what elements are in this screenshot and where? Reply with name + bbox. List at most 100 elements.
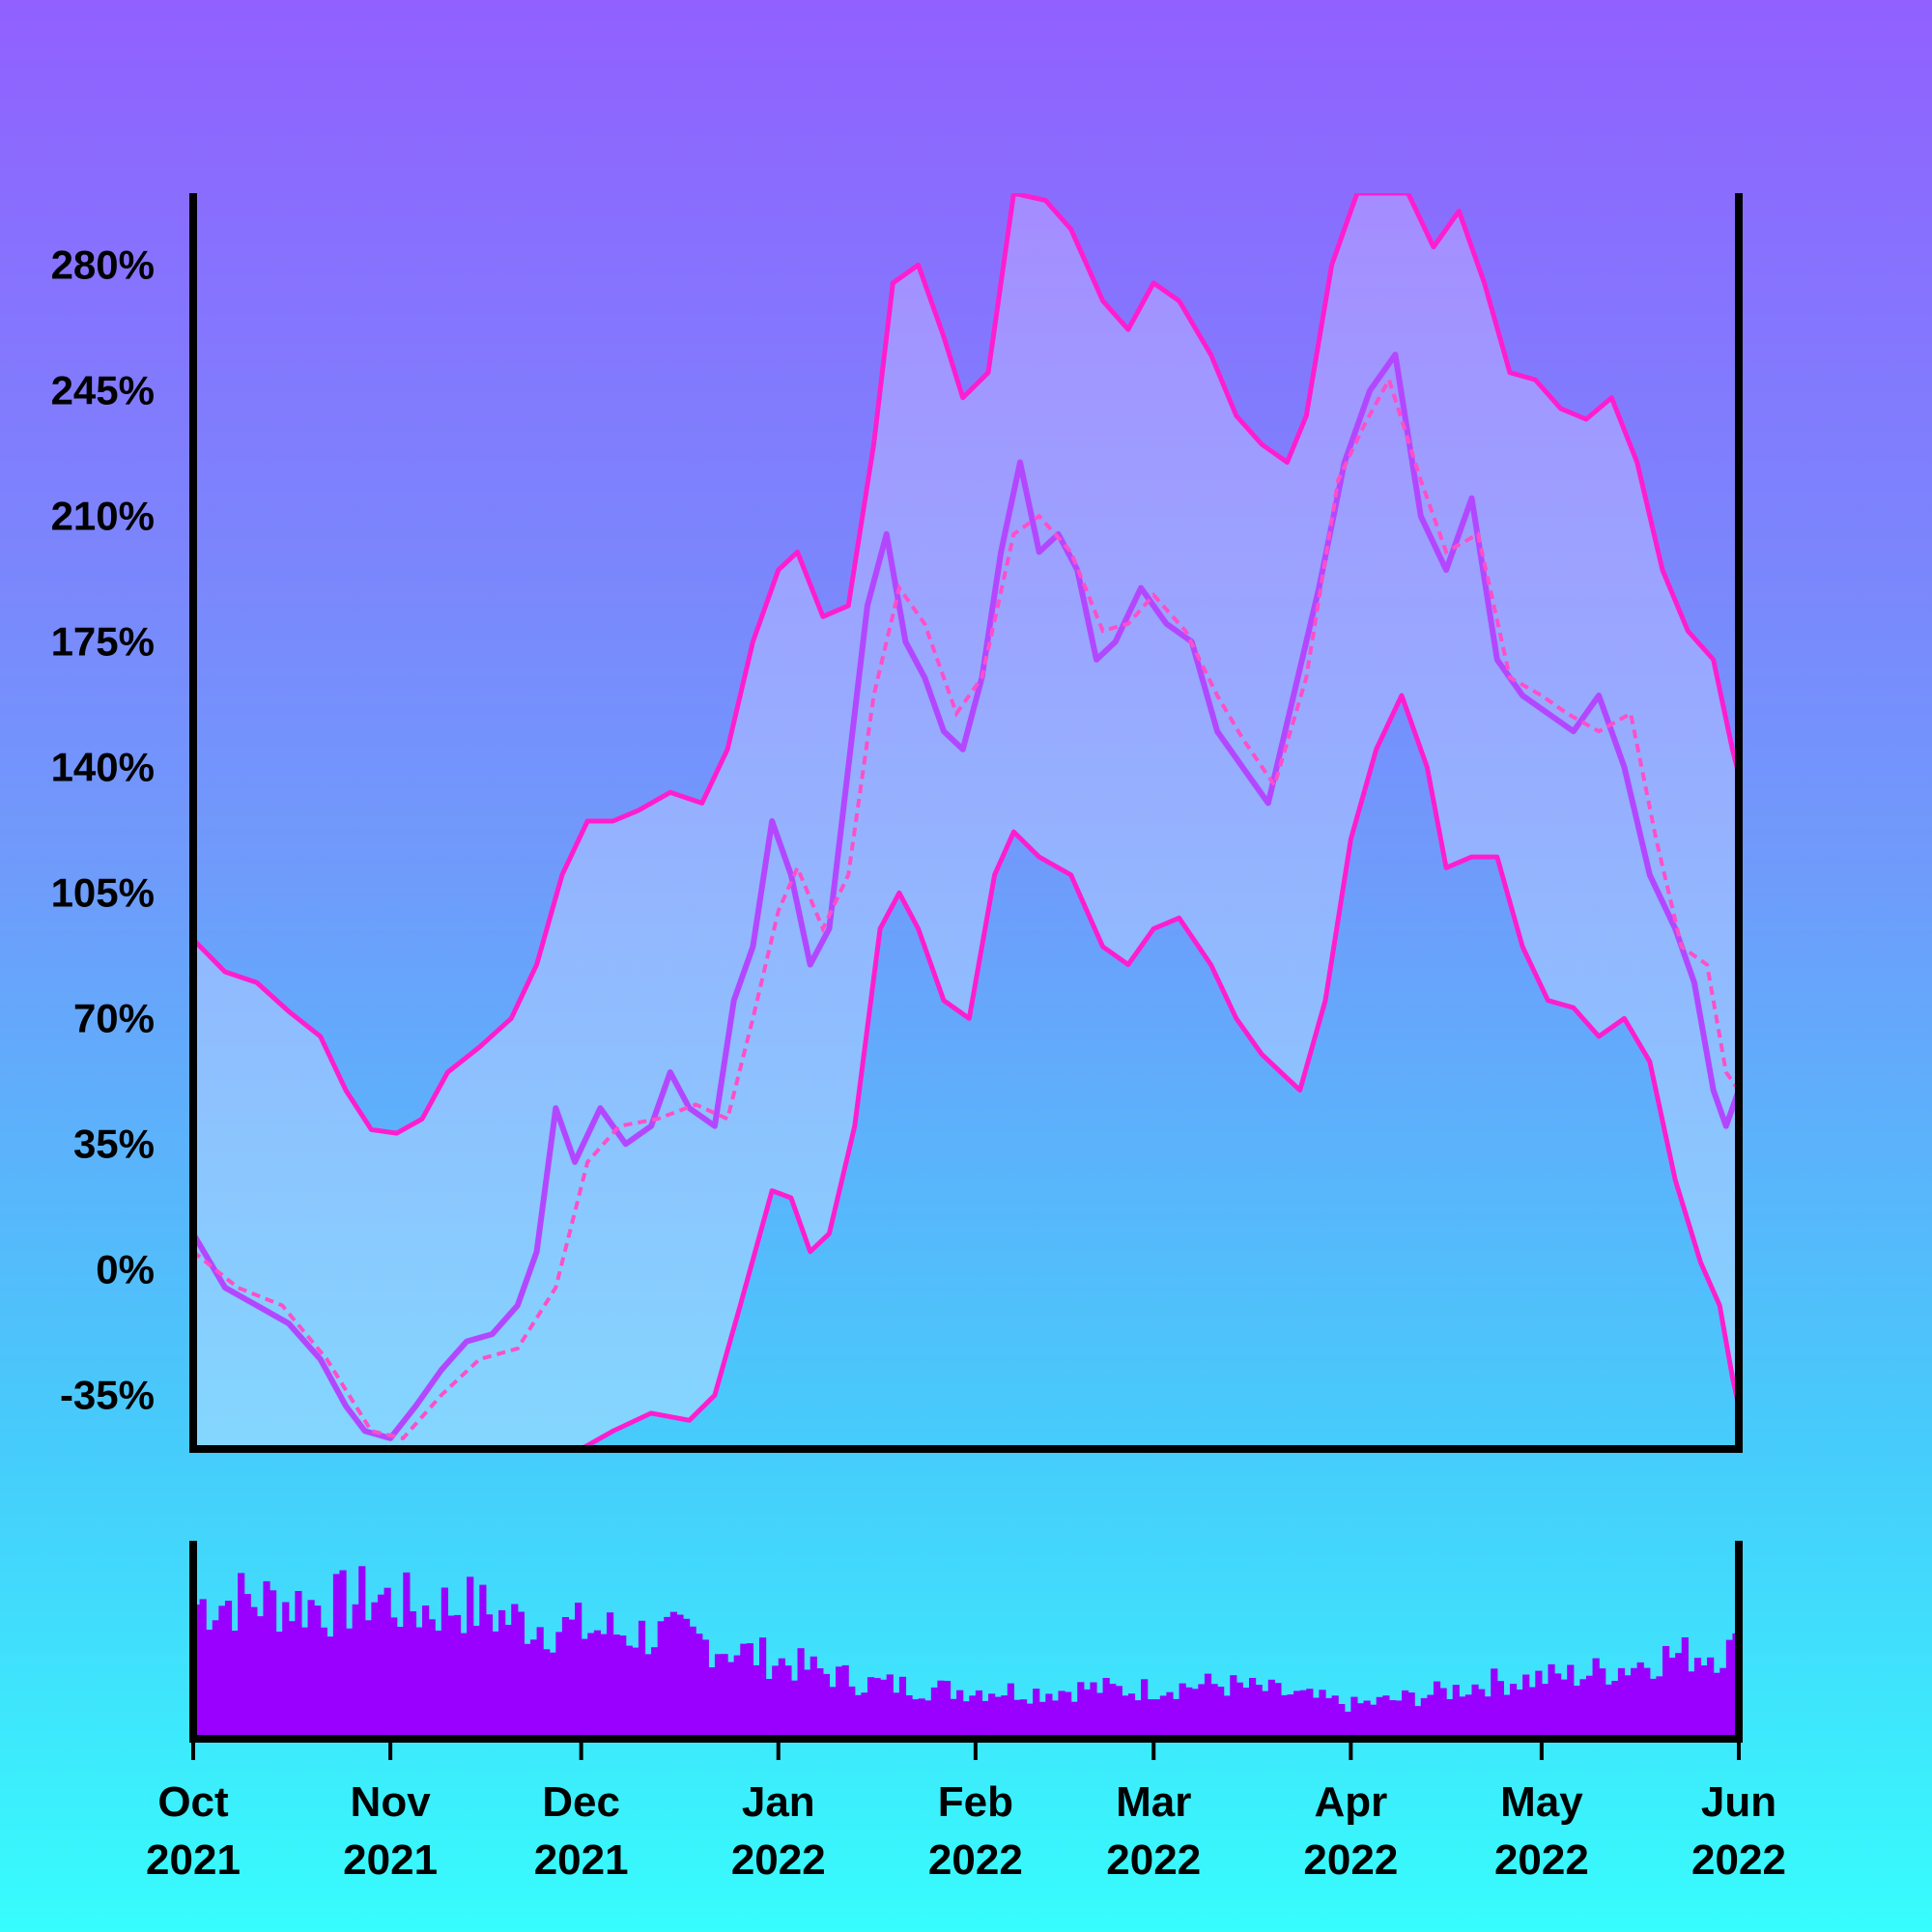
volume-bar <box>1503 1694 1511 1739</box>
volume-bar <box>524 1643 531 1739</box>
volume-bar <box>492 1631 499 1739</box>
volume-bar <box>969 1695 977 1739</box>
volume-bar <box>1433 1681 1441 1739</box>
volume-bar <box>1464 1694 1473 1739</box>
volume-bar <box>1223 1695 1231 1739</box>
volume-bar <box>587 1633 595 1739</box>
volume-bar <box>435 1631 442 1739</box>
volume-bar <box>346 1628 354 1739</box>
volume-bar <box>790 1680 799 1739</box>
volume-bar <box>657 1621 665 1739</box>
volume-bar <box>1051 1700 1060 1739</box>
x-tick-month-8: Jun <box>1701 1778 1776 1826</box>
x-tick-month-7: May <box>1500 1778 1583 1826</box>
volume-bar <box>415 1627 423 1739</box>
volume-bar <box>1287 1694 1294 1739</box>
volume-bar <box>1567 1664 1575 1739</box>
volume-bar <box>962 1701 970 1739</box>
volume-bar <box>1402 1690 1409 1739</box>
volume-bar <box>898 1676 907 1739</box>
volume-bar <box>1579 1679 1587 1739</box>
volume-bar <box>1446 1699 1454 1739</box>
volume-bar <box>1236 1682 1244 1739</box>
volume-bar <box>529 1639 538 1739</box>
volume-bar <box>1509 1684 1518 1739</box>
volume-bar <box>1624 1675 1632 1739</box>
volume-bar <box>600 1634 608 1739</box>
band-fill-area <box>193 193 1739 1449</box>
volume-bar <box>1338 1704 1346 1739</box>
volume-bar <box>1033 1689 1040 1739</box>
volume-bar <box>759 1637 767 1739</box>
volume-bar <box>1592 1658 1600 1739</box>
x-tick-year-1: 2021 <box>343 1836 438 1884</box>
x-tick-year-2: 2021 <box>534 1836 629 1884</box>
volume-bar <box>1522 1674 1530 1739</box>
volume-bar <box>880 1679 888 1739</box>
volume-bar <box>1427 1694 1435 1739</box>
volume-bar <box>1204 1673 1212 1739</box>
volume-bar <box>753 1664 760 1739</box>
volume-bar <box>1631 1667 1638 1739</box>
volume-bar <box>778 1658 785 1739</box>
volume-bar <box>275 1632 283 1739</box>
volume-bar <box>867 1677 875 1739</box>
volume-bar <box>644 1654 652 1739</box>
x-tick-month-3: Jan <box>742 1778 815 1826</box>
volume-bar <box>231 1631 239 1739</box>
volume-bar <box>612 1634 620 1739</box>
x-tick-month-5: Mar <box>1116 1778 1191 1826</box>
volume-bar <box>848 1686 856 1739</box>
y-tick-label-1: 0% <box>96 1246 155 1292</box>
x-axis-ticks <box>191 1739 1741 1760</box>
y-tick-label-0: -35% <box>60 1372 155 1417</box>
volume-bar <box>1548 1663 1555 1739</box>
volume-bar <box>314 1605 322 1739</box>
x-axis-labels: Oct 2021 Nov 2021 Dec 2021 Jan 2022 Feb 2022 Mar 20… <box>146 1778 1786 1884</box>
x-tick-month-1: Nov <box>351 1778 432 1826</box>
volume-bar <box>1293 1690 1301 1739</box>
volume-bar <box>905 1695 913 1739</box>
volume-bar <box>632 1647 639 1739</box>
volume-bar <box>740 1643 748 1739</box>
volume-bar <box>307 1600 315 1739</box>
volume-bar <box>250 1606 258 1739</box>
volume-bar <box>352 1604 359 1739</box>
volume-bar <box>1471 1684 1479 1739</box>
volume-bar <box>1344 1711 1351 1739</box>
volume-bar <box>873 1678 881 1739</box>
y-tick-label-3: 70% <box>73 995 155 1040</box>
volume-bar <box>727 1662 735 1739</box>
volume-bar <box>1083 1689 1091 1739</box>
volume-bar <box>912 1699 920 1739</box>
volume-bar <box>479 1584 487 1739</box>
volume-bar <box>1459 1696 1466 1739</box>
volume-bar <box>1452 1685 1460 1739</box>
volume-bar <box>1319 1690 1326 1739</box>
volume-bar <box>1026 1703 1034 1739</box>
volume-bar <box>1407 1692 1415 1739</box>
volume-bar <box>1636 1662 1644 1739</box>
volume-bar <box>1516 1690 1523 1739</box>
volume-bar <box>1077 1682 1085 1739</box>
volume-bar <box>390 1617 398 1739</box>
volume-bar <box>829 1687 837 1739</box>
volume-bar <box>956 1690 964 1739</box>
volume-bar <box>1262 1690 1269 1739</box>
volume-bar <box>1649 1678 1657 1739</box>
volume-bar <box>1280 1694 1289 1739</box>
volume-bar <box>746 1643 754 1739</box>
volume-bar <box>1070 1701 1078 1739</box>
volume-bar <box>422 1605 430 1739</box>
volume-bar <box>460 1633 468 1739</box>
volume-bar <box>472 1626 480 1739</box>
volume-bar <box>1249 1678 1257 1739</box>
volume-bar <box>555 1632 563 1739</box>
volume-bar <box>1656 1676 1663 1739</box>
volume-bar <box>1643 1667 1651 1739</box>
volume-bar <box>854 1694 862 1739</box>
volume-bar <box>270 1590 277 1739</box>
volume-bar <box>886 1674 894 1739</box>
volume-bar <box>664 1616 671 1739</box>
volume-bar <box>288 1621 296 1739</box>
